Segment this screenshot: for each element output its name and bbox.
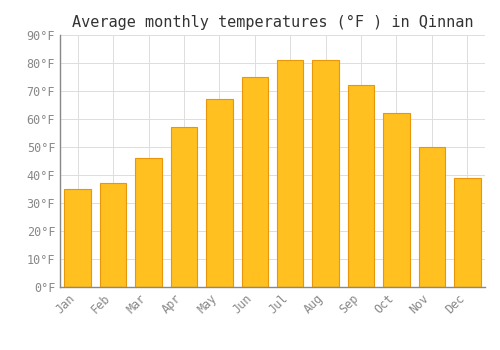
Bar <box>312 60 339 287</box>
Bar <box>136 158 162 287</box>
Bar <box>383 113 409 287</box>
Bar <box>100 183 126 287</box>
Bar <box>348 85 374 287</box>
Bar <box>206 99 233 287</box>
Bar <box>277 60 303 287</box>
Bar <box>170 127 197 287</box>
Bar <box>418 147 445 287</box>
Bar <box>242 77 268 287</box>
Title: Average monthly temperatures (°F ) in Qinnan: Average monthly temperatures (°F ) in Qi… <box>72 15 473 30</box>
Bar <box>454 178 480 287</box>
Bar <box>64 189 91 287</box>
